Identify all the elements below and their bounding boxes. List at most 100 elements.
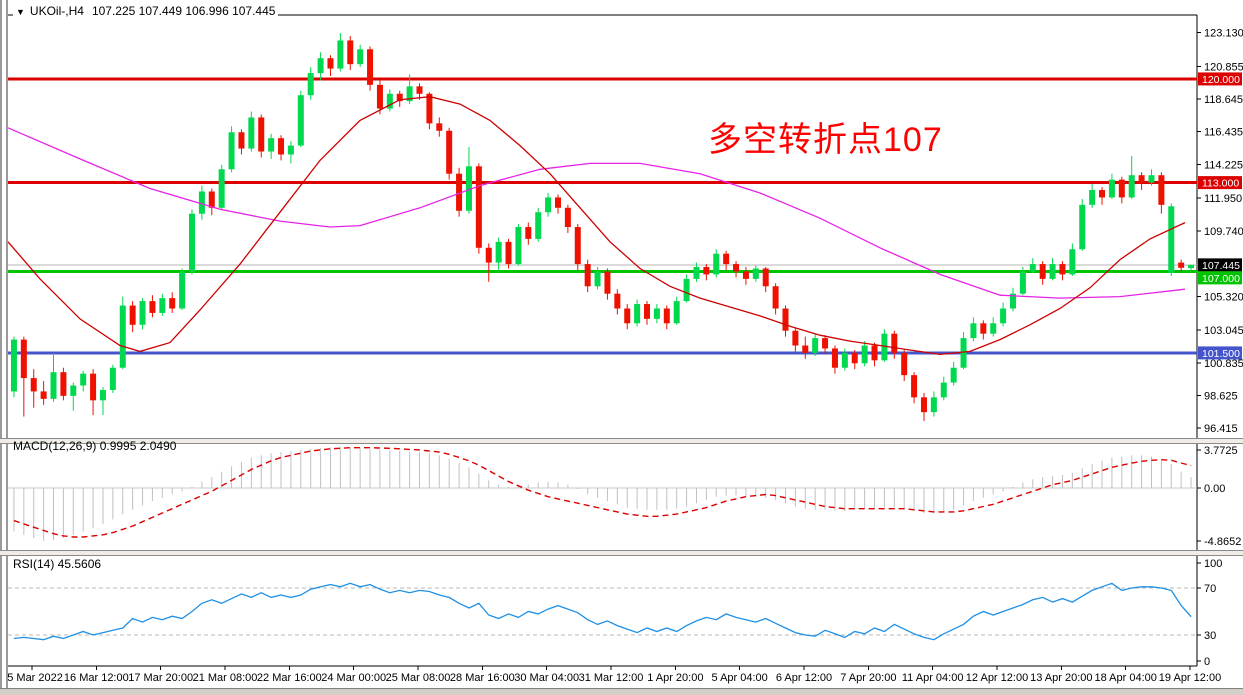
candle-body: [940, 382, 947, 398]
price-line-badge: [1198, 72, 1242, 86]
candle-body: [1148, 175, 1155, 183]
rsi-panel[interactable]: [8, 582, 1197, 641]
rsi-axis-label: 70: [1204, 583, 1216, 595]
candle-body: [1158, 175, 1165, 205]
macd-panel[interactable]: [8, 446, 1197, 541]
candle-body: [802, 345, 809, 353]
candle-body: [268, 138, 275, 152]
candle-body: [772, 286, 779, 309]
candlesticks: [10, 33, 1195, 422]
candle-body: [90, 373, 97, 401]
candle-body: [841, 352, 848, 368]
time-axis-label: 13 Apr 20:00: [1030, 672, 1092, 684]
candle-body: [80, 373, 87, 386]
candle-body: [901, 352, 908, 376]
candle-body: [1118, 179, 1125, 198]
candle-body: [970, 323, 977, 339]
candle-body: [495, 241, 502, 263]
candle-body: [673, 301, 680, 324]
time-axis-label: 31 Mar 12:00: [579, 672, 644, 684]
candle-body: [169, 298, 176, 309]
candle-body: [1178, 262, 1185, 268]
candle-body: [248, 117, 255, 149]
panel-separator-rsi[interactable]: [0, 550, 1243, 556]
price-badge-label: 107.445: [1202, 260, 1240, 272]
candle-body: [911, 375, 918, 398]
time-axis-label: 5 Apr 04:00: [712, 672, 768, 684]
price-axis-label: 98.625: [1204, 391, 1238, 403]
candle-body: [109, 367, 116, 390]
candle-body: [535, 212, 542, 239]
candle-body: [861, 345, 868, 364]
candle-body: [228, 132, 235, 170]
time-axis-label: 7 Apr 20:00: [840, 672, 896, 684]
candle-body: [149, 301, 156, 313]
candle-body: [99, 389, 106, 401]
candle-body: [208, 191, 215, 208]
price-axis[interactable]: 123.130 120.855 118.645 116.435 114.225 111.9…: [1197, 28, 1243, 668]
macd-axis-label: -4.8652: [1204, 536, 1241, 548]
candle-body: [584, 264, 591, 287]
time-axis-label: 21 Mar 08:00: [193, 672, 258, 684]
time-axis-label: 19 Apr 12:00: [1159, 672, 1221, 684]
candle-body: [663, 308, 670, 324]
candle-body: [40, 391, 47, 399]
macd-axis-label: 0.00: [1204, 483, 1225, 495]
candle-body: [218, 169, 225, 208]
price-line-badge: [1198, 258, 1242, 272]
candle-body: [1128, 175, 1135, 198]
candle-body: [505, 241, 512, 265]
candle-body: [881, 333, 888, 361]
candle-body: [1019, 271, 1026, 294]
candle-body: [554, 197, 561, 208]
time-axis-label: 6 Apr 12:00: [776, 672, 832, 684]
ohlc-values: 107.225 107.449 106.996 107.445: [91, 4, 276, 18]
price-badge-label: 107.000: [1202, 273, 1240, 285]
candle-body: [1069, 249, 1076, 275]
candle-body: [357, 49, 364, 65]
candle-body: [515, 227, 522, 265]
price-line-badge: [1198, 271, 1242, 285]
candle-body: [10, 339, 17, 392]
candle-body: [1108, 179, 1115, 198]
panel-separator-macd[interactable]: [0, 438, 1243, 444]
chevron-down-icon[interactable]: ▼: [16, 7, 25, 17]
candle-body: [416, 86, 423, 94]
candle-body: [426, 93, 433, 124]
candle-body: [317, 58, 324, 74]
candle-body: [1029, 264, 1036, 272]
rsi-label: RSI(14) 45.5606: [13, 557, 102, 571]
candle-body: [891, 333, 898, 353]
time-axis-label: 28 Mar 16:00: [450, 672, 515, 684]
price-line-badge: [1198, 346, 1242, 360]
candle-body: [822, 338, 829, 349]
candle-body: [60, 372, 67, 396]
candle-body: [703, 267, 710, 275]
time-axis-label: 11 Apr 04:00: [902, 672, 964, 684]
candle-body: [762, 268, 769, 287]
candle-body: [436, 123, 443, 131]
price-axis-label: 118.645: [1204, 94, 1243, 106]
time-axis-label: 25 Mar 08:00: [386, 672, 451, 684]
candle-body: [396, 93, 403, 102]
candle-body: [752, 268, 759, 279]
rsi-axis-label: 30: [1204, 630, 1216, 642]
candle-body: [129, 305, 136, 325]
price-axis-label: 120.855: [1204, 61, 1243, 73]
candle-body: [614, 293, 621, 309]
candle-body: [683, 278, 690, 302]
candle-body: [812, 338, 819, 353]
candle-body: [1079, 204, 1086, 250]
annotation-text: 多空转折点107: [708, 121, 943, 159]
candle-body: [723, 253, 730, 265]
candle-body: [297, 95, 304, 146]
price-axis-label: 111.950: [1204, 193, 1242, 205]
window-bottom-border: [0, 688, 1243, 695]
time-axis[interactable]: 15 Mar 2022 16 Mar 12:00 17 Mar 20:00 21 Ma…: [1, 666, 1221, 684]
candle-body: [456, 173, 463, 211]
candle-body: [485, 247, 492, 263]
candle-body: [188, 213, 195, 272]
chart-frame: [8, 14, 1198, 667]
